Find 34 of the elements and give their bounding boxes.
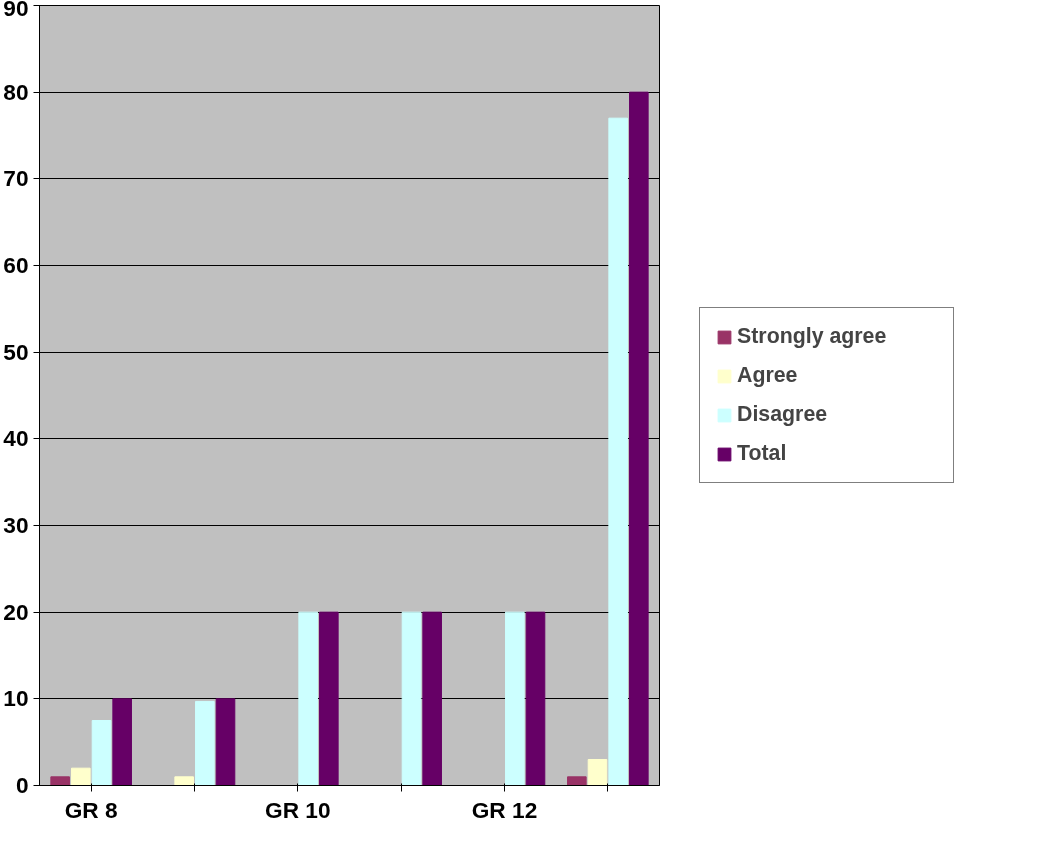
- y-tick-label: 10: [3, 685, 29, 712]
- y-tick-label: 20: [3, 598, 29, 625]
- y-tick-label: 40: [3, 425, 29, 452]
- bar: [215, 698, 236, 786]
- bar: [71, 767, 91, 786]
- bar: [567, 776, 587, 786]
- bar: [91, 720, 112, 786]
- y-tick-label: 60: [3, 252, 29, 278]
- bar: [174, 776, 194, 786]
- bar: [401, 611, 422, 786]
- bar: [298, 611, 318, 786]
- y-tick-label: 90: [3, 0, 29, 21]
- bar: [629, 91, 649, 786]
- x-tick-label: GR 10: [265, 796, 331, 823]
- bar: [525, 611, 546, 786]
- x-tick-label: GR 8: [64, 796, 118, 823]
- legend-label: Agree: [737, 363, 799, 388]
- bar: [608, 117, 628, 786]
- y-tick-label: 70: [3, 165, 29, 192]
- bar: [422, 611, 442, 786]
- bar: [112, 698, 132, 786]
- y-tick-label: 80: [3, 78, 29, 105]
- bar: [195, 700, 215, 786]
- bar: [319, 611, 339, 786]
- legend-label: Strongly agree: [737, 324, 888, 349]
- y-tick-label: 0: [15, 772, 29, 798]
- y-tick-label: 30: [3, 512, 29, 538]
- legend-label: Disagree: [737, 402, 829, 427]
- x-tick-label: GR 12: [471, 796, 538, 823]
- bar: [505, 611, 525, 786]
- bar: [50, 776, 70, 786]
- legend-label: Total: [737, 441, 788, 466]
- y-tick-label: 50: [3, 338, 29, 365]
- bar: [587, 759, 608, 786]
